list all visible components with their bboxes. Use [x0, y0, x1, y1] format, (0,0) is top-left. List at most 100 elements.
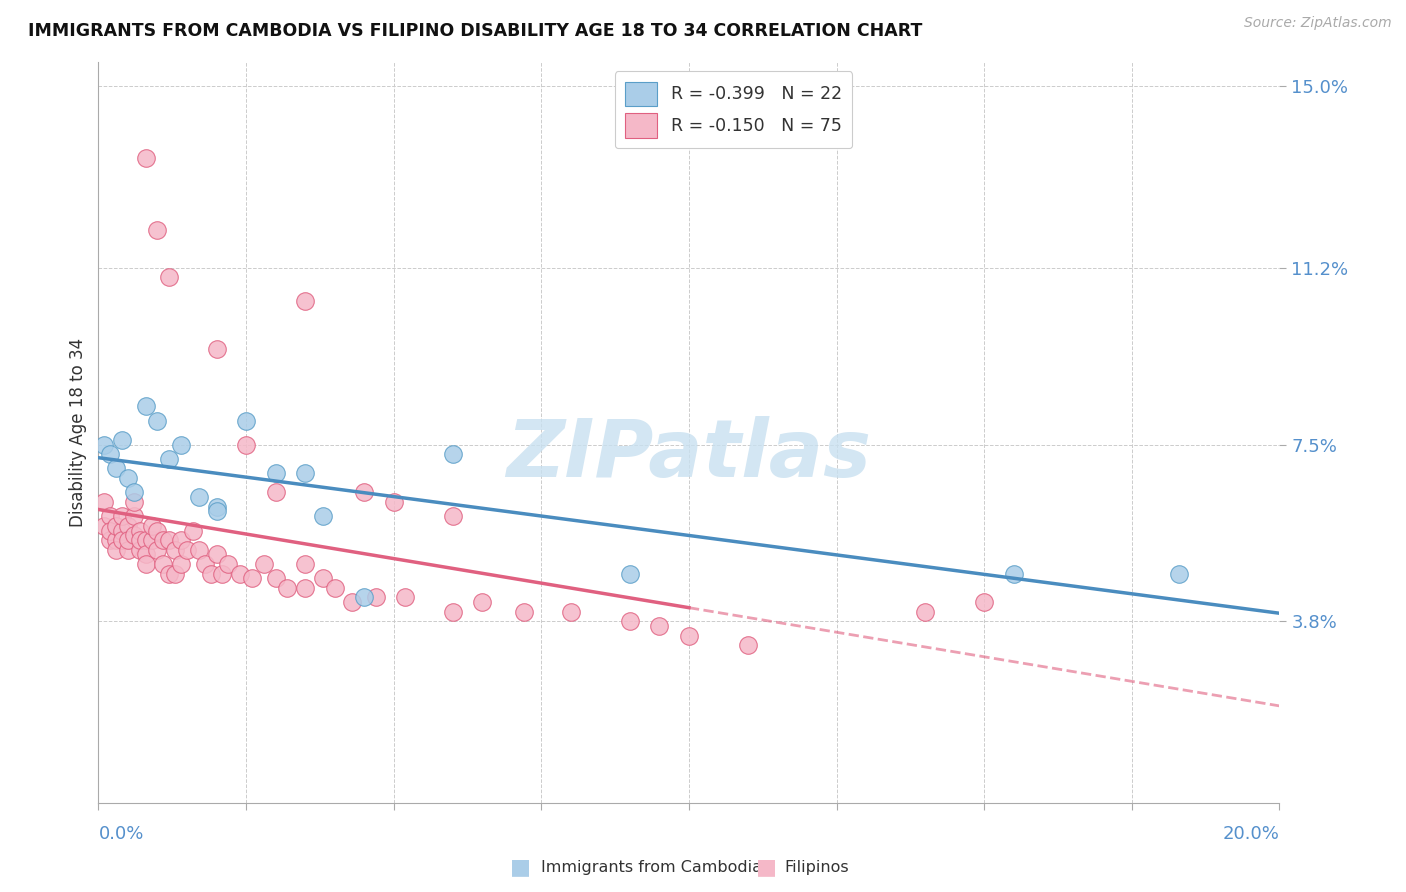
Point: [619, 566, 641, 581]
Point: [205, 504, 228, 518]
Point: [235, 437, 257, 451]
Point: [141, 533, 163, 547]
Point: [264, 485, 287, 500]
Point: [205, 548, 228, 562]
Point: [105, 542, 128, 557]
Point: [187, 490, 209, 504]
Point: [737, 638, 759, 652]
Point: [146, 222, 169, 236]
Point: [394, 591, 416, 605]
Point: [157, 270, 180, 285]
Point: [111, 524, 134, 538]
Point: [1168, 566, 1191, 581]
Point: [441, 447, 464, 461]
Text: ■: ■: [510, 857, 530, 877]
Point: [240, 571, 263, 585]
Point: [117, 542, 139, 557]
Point: [98, 533, 121, 547]
Point: [364, 591, 387, 605]
Point: [146, 524, 169, 538]
Text: Immigrants from Cambodia: Immigrants from Cambodia: [541, 860, 762, 874]
Point: [312, 509, 335, 524]
Point: [560, 605, 582, 619]
Point: [253, 557, 276, 571]
Point: [914, 605, 936, 619]
Text: 0.0%: 0.0%: [98, 825, 143, 843]
Point: [152, 533, 174, 547]
Point: [194, 557, 217, 571]
Point: [353, 485, 375, 500]
Text: ■: ■: [756, 857, 776, 877]
Point: [294, 581, 316, 595]
Point: [276, 581, 298, 595]
Point: [105, 518, 128, 533]
Point: [382, 495, 405, 509]
Point: [111, 509, 134, 524]
Point: [111, 533, 134, 547]
Point: [200, 566, 222, 581]
Point: [441, 605, 464, 619]
Point: [146, 542, 169, 557]
Point: [117, 518, 139, 533]
Point: [165, 566, 187, 581]
Point: [187, 542, 209, 557]
Point: [181, 524, 204, 538]
Point: [264, 571, 287, 585]
Point: [471, 595, 494, 609]
Point: [294, 294, 316, 309]
Point: [323, 581, 346, 595]
Point: [93, 518, 115, 533]
Point: [235, 414, 257, 428]
Point: [157, 533, 180, 547]
Legend: R = -0.399   N = 22, R = -0.150   N = 75: R = -0.399 N = 22, R = -0.150 N = 75: [614, 71, 852, 148]
Point: [294, 467, 316, 481]
Point: [122, 485, 145, 500]
Point: [141, 518, 163, 533]
Point: [312, 571, 335, 585]
Point: [105, 461, 128, 475]
Text: ZIPatlas: ZIPatlas: [506, 416, 872, 494]
Point: [170, 533, 193, 547]
Point: [98, 524, 121, 538]
Point: [128, 524, 150, 538]
Point: [165, 542, 187, 557]
Point: [441, 509, 464, 524]
Point: [205, 500, 228, 514]
Point: [135, 557, 157, 571]
Point: [98, 509, 121, 524]
Point: [648, 619, 671, 633]
Point: [152, 557, 174, 571]
Text: Filipinos: Filipinos: [785, 860, 849, 874]
Point: [205, 342, 228, 356]
Point: [176, 542, 198, 557]
Point: [122, 509, 145, 524]
Point: [135, 400, 157, 414]
Point: [353, 591, 375, 605]
Point: [117, 471, 139, 485]
Point: [973, 595, 995, 609]
Point: [122, 528, 145, 542]
Point: [157, 566, 180, 581]
Point: [217, 557, 239, 571]
Point: [146, 414, 169, 428]
Point: [619, 615, 641, 629]
Point: [111, 433, 134, 447]
Point: [170, 437, 193, 451]
Point: [229, 566, 252, 581]
Text: IMMIGRANTS FROM CAMBODIA VS FILIPINO DISABILITY AGE 18 TO 34 CORRELATION CHART: IMMIGRANTS FROM CAMBODIA VS FILIPINO DIS…: [28, 22, 922, 40]
Point: [512, 605, 534, 619]
Point: [170, 557, 193, 571]
Point: [128, 533, 150, 547]
Point: [135, 151, 157, 165]
Point: [1002, 566, 1025, 581]
Point: [211, 566, 233, 581]
Point: [93, 495, 115, 509]
Point: [135, 533, 157, 547]
Point: [105, 533, 128, 547]
Point: [93, 437, 115, 451]
Point: [342, 595, 364, 609]
Point: [678, 629, 700, 643]
Point: [135, 548, 157, 562]
Point: [122, 495, 145, 509]
Point: [294, 557, 316, 571]
